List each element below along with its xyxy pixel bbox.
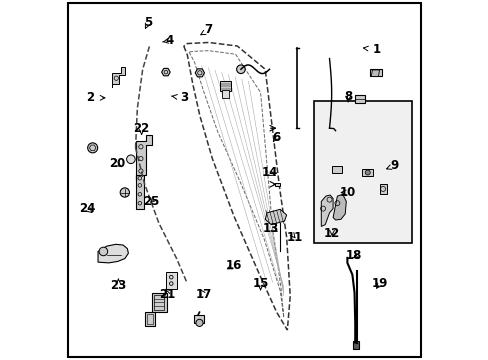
Circle shape: [126, 155, 135, 163]
Circle shape: [236, 65, 244, 73]
Text: 6: 6: [272, 131, 280, 144]
Polygon shape: [264, 209, 286, 225]
Bar: [145, 312, 155, 326]
Text: 21: 21: [159, 288, 176, 301]
Bar: [352, 341, 358, 348]
Text: 14: 14: [261, 166, 277, 179]
Text: 3: 3: [171, 91, 187, 104]
Bar: [220, 81, 230, 91]
Circle shape: [120, 188, 129, 197]
Text: 24: 24: [79, 202, 95, 215]
Text: 25: 25: [143, 195, 160, 208]
Text: 9: 9: [386, 159, 398, 172]
Polygon shape: [98, 244, 128, 263]
Text: 2: 2: [86, 91, 104, 104]
Polygon shape: [162, 68, 170, 76]
Text: 15: 15: [252, 277, 268, 290]
Bar: [274, 183, 280, 186]
Text: 13: 13: [263, 222, 279, 235]
Bar: [151, 293, 166, 312]
Text: 20: 20: [109, 157, 125, 170]
Polygon shape: [135, 135, 151, 180]
Bar: [313, 102, 411, 243]
Text: 10: 10: [339, 186, 355, 199]
Circle shape: [87, 143, 98, 153]
Bar: [147, 314, 153, 324]
Text: 23: 23: [110, 279, 126, 292]
Bar: [354, 95, 364, 103]
Text: 17: 17: [195, 288, 211, 301]
Text: 1: 1: [363, 43, 380, 56]
Text: 16: 16: [225, 259, 242, 272]
Circle shape: [365, 170, 369, 175]
Text: 7: 7: [201, 23, 212, 36]
Text: 19: 19: [371, 277, 387, 290]
Text: 8: 8: [343, 90, 351, 103]
Polygon shape: [195, 69, 204, 77]
Polygon shape: [370, 70, 379, 76]
Text: 11: 11: [286, 231, 302, 244]
Text: 4: 4: [162, 34, 173, 47]
Bar: [222, 90, 229, 98]
Text: 12: 12: [323, 227, 340, 240]
Bar: [165, 272, 176, 289]
Circle shape: [196, 319, 203, 327]
Bar: [369, 69, 381, 76]
Bar: [136, 175, 143, 208]
Bar: [154, 295, 164, 310]
Bar: [331, 166, 341, 173]
Bar: [193, 315, 203, 323]
Polygon shape: [111, 67, 124, 87]
Text: 5: 5: [143, 16, 152, 29]
Text: 18: 18: [345, 248, 361, 261]
Text: 22: 22: [133, 122, 149, 135]
Polygon shape: [332, 194, 346, 220]
Polygon shape: [321, 195, 332, 226]
Bar: [362, 168, 372, 176]
Circle shape: [99, 247, 107, 256]
Bar: [379, 184, 386, 194]
